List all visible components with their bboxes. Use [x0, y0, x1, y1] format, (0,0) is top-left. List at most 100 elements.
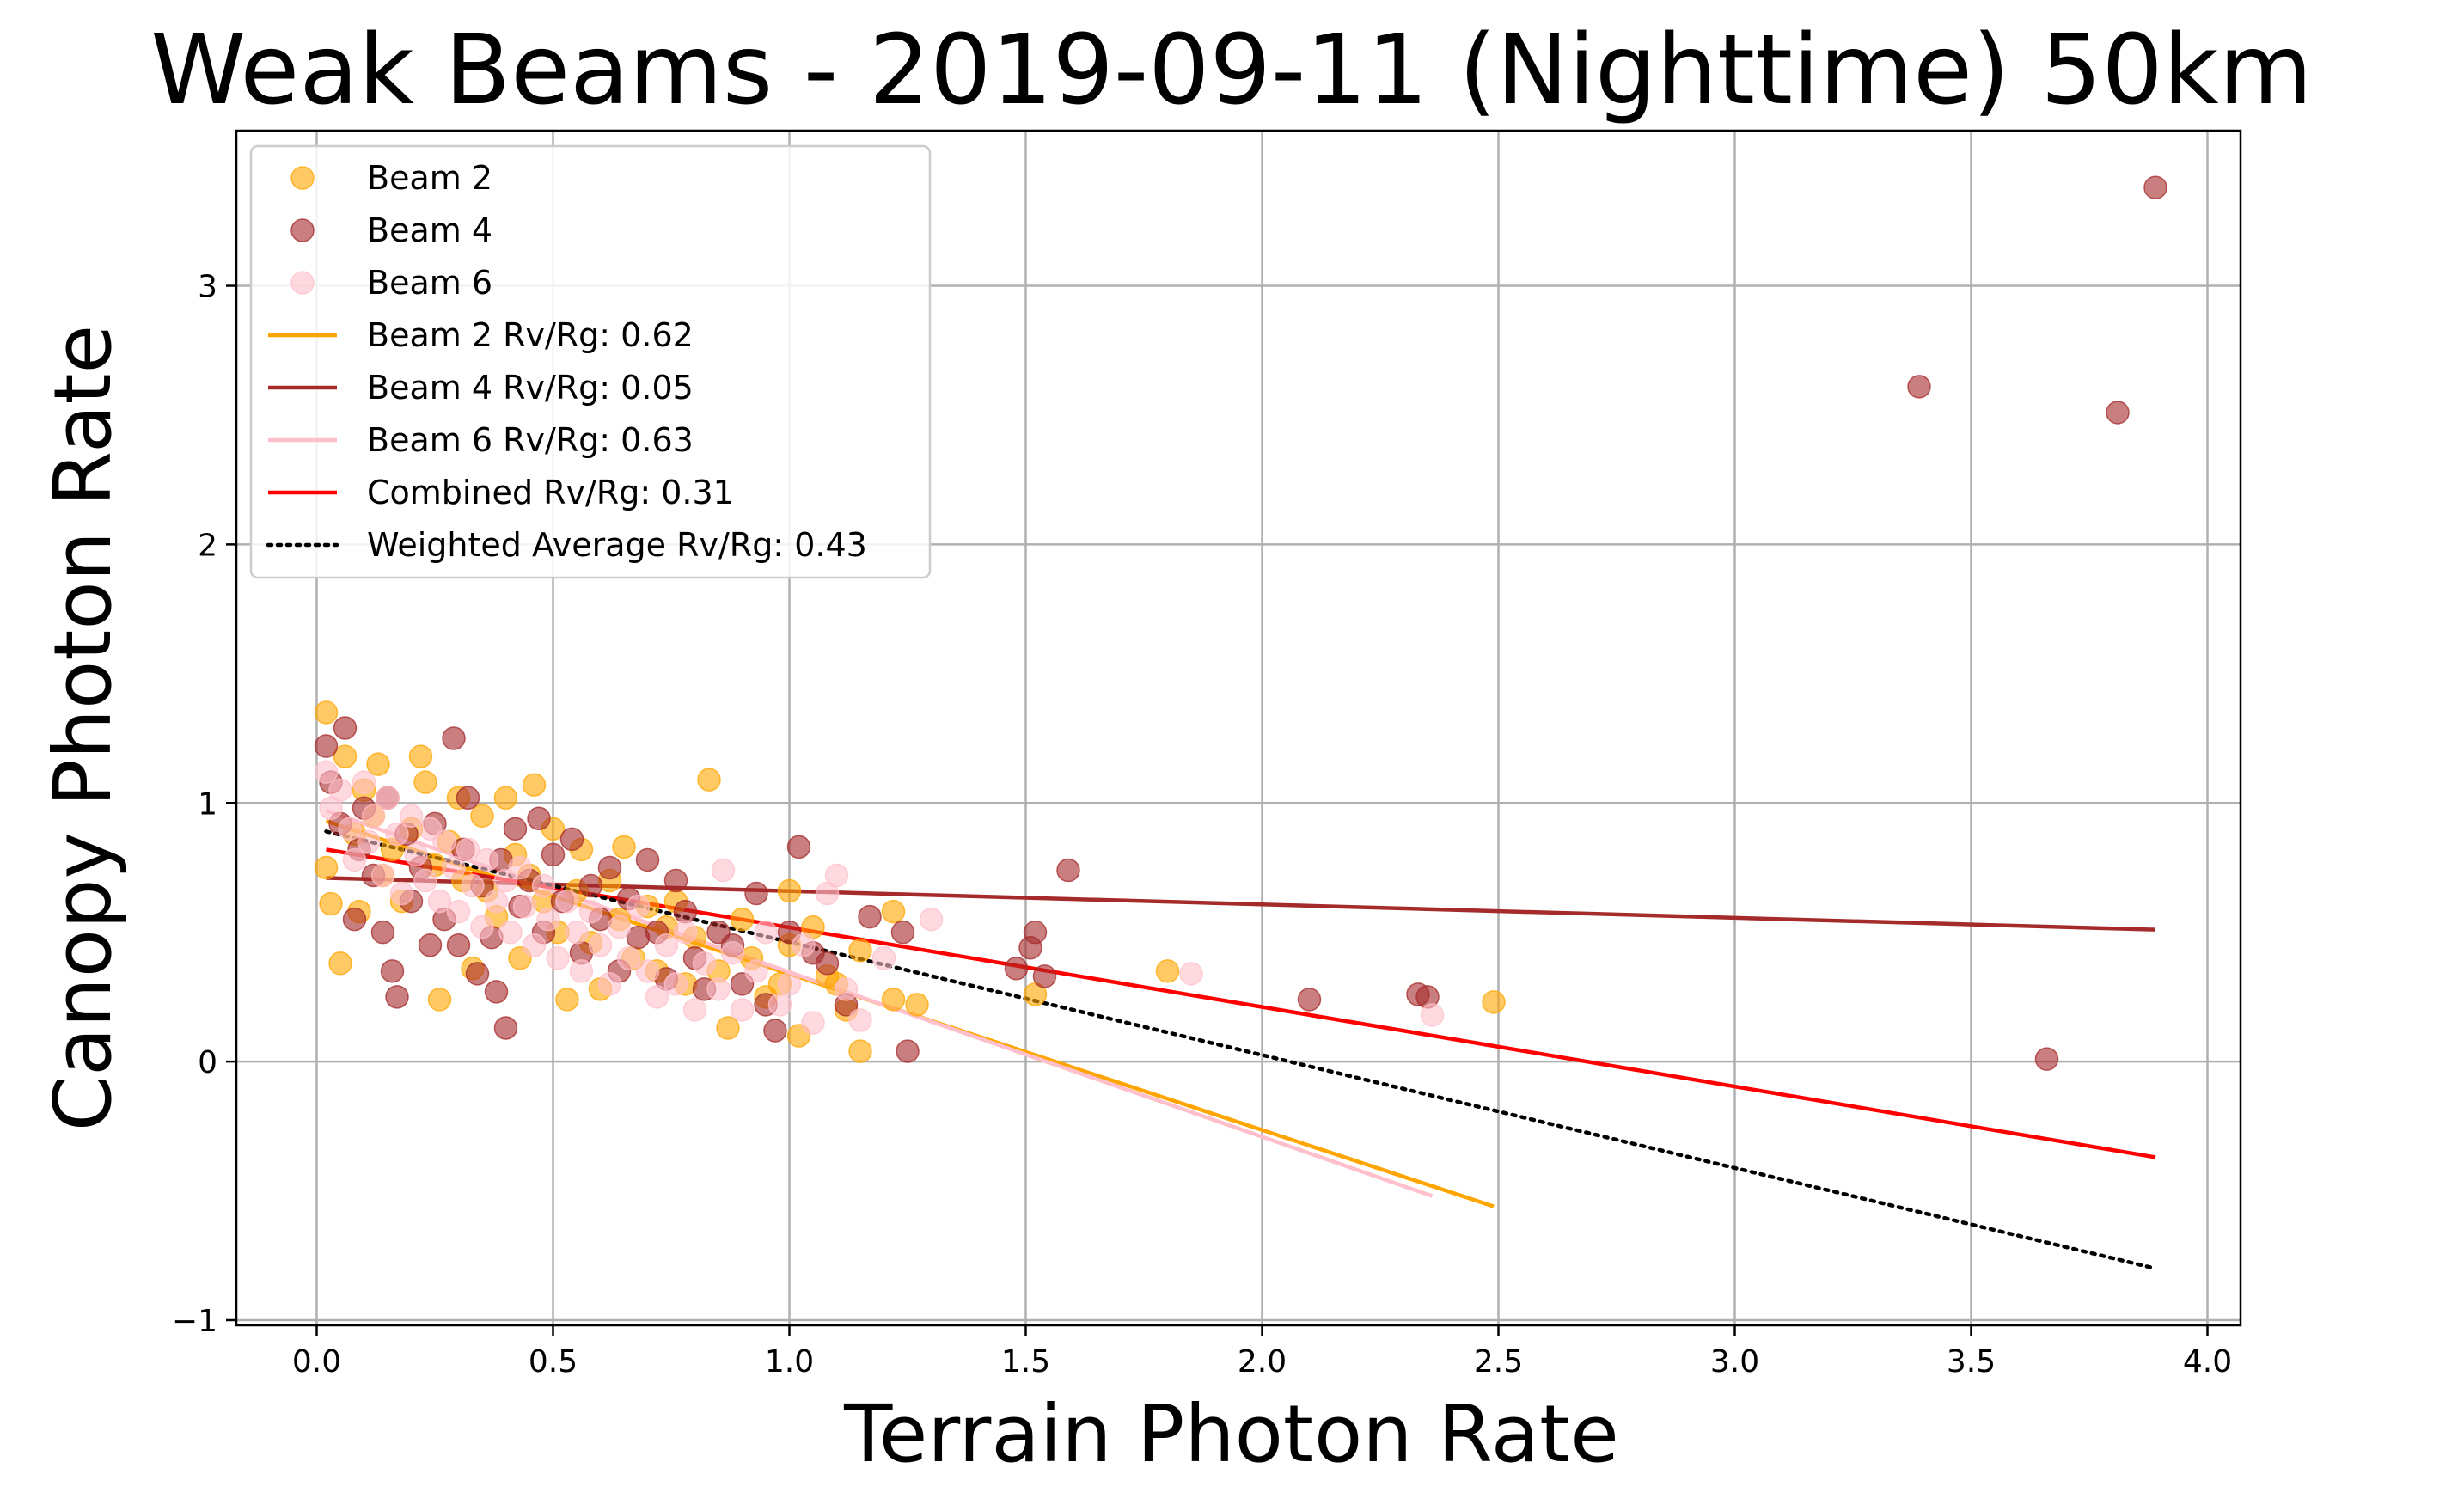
scatter-point	[442, 726, 466, 750]
scatter-point	[1420, 1003, 1445, 1027]
legend-label: Beam 6 Rv/Rg: 0.63	[367, 421, 694, 459]
scatter-point	[446, 933, 471, 957]
scatter-point	[834, 977, 859, 1001]
scatter-point	[1179, 962, 1203, 986]
scatter-point	[777, 972, 802, 996]
legend-label: Beam 4	[367, 211, 492, 249]
scatter-point	[361, 804, 386, 829]
scatter-point	[607, 915, 632, 939]
chart-title: Weak Beams - 2019-09-11 (Nighttime) 50km	[150, 15, 2313, 126]
legend-marker	[290, 271, 315, 295]
x-tick-label: 4.0	[2183, 1344, 2232, 1379]
y-tick-label: −1	[172, 1304, 217, 1339]
scatter-point	[720, 941, 745, 965]
scatter-point	[663, 972, 688, 996]
scatter-point	[890, 920, 915, 945]
scatter-point	[597, 972, 622, 996]
scatter-point	[319, 891, 343, 916]
scatter-point	[314, 760, 339, 784]
legend-label: Weighted Average Rv/Rg: 0.43	[367, 526, 867, 564]
y-tick-label: 1	[198, 786, 217, 822]
scatter-point	[824, 863, 849, 888]
scatter-point	[413, 770, 437, 794]
scatter-point	[597, 855, 622, 880]
scatter-point	[376, 786, 400, 810]
scatter-point	[531, 873, 556, 898]
scatter-point	[493, 786, 518, 810]
scatter-point	[470, 804, 494, 829]
scatter-point	[786, 835, 811, 859]
scatter-point	[1297, 988, 1322, 1012]
scatter-point	[871, 946, 896, 970]
scatter-point	[706, 977, 731, 1001]
scatter-point	[635, 959, 660, 983]
scatter-point	[442, 855, 466, 880]
scatter-point	[456, 837, 480, 862]
legend-label: Beam 4 Rv/Rg: 0.05	[367, 369, 694, 407]
scatter-point	[848, 1039, 872, 1063]
scatter-point	[848, 1008, 872, 1032]
scatter-point	[682, 998, 707, 1022]
scatter-point	[404, 842, 428, 867]
legend-label: Beam 6	[367, 264, 492, 302]
scatter-point	[536, 907, 560, 932]
legend-marker	[290, 166, 315, 190]
scatter-point	[1155, 959, 1180, 983]
scatter-point	[763, 1019, 787, 1043]
scatter-point	[2106, 401, 2130, 425]
scatter-point	[446, 899, 471, 924]
scatter-point	[881, 899, 906, 924]
scatter-point	[2143, 175, 2167, 199]
scatter-point	[565, 920, 589, 945]
scatter-point	[503, 817, 528, 841]
scatter-point	[744, 959, 768, 983]
scatter-point	[370, 920, 395, 945]
scatter-point	[616, 946, 641, 970]
scatter-point	[366, 752, 390, 776]
scatter-point	[1482, 990, 1506, 1014]
scatter-point	[333, 744, 358, 768]
x-tick-label: 0.0	[292, 1344, 341, 1379]
regression-line	[326, 876, 2156, 932]
scatter-point	[328, 951, 352, 976]
scatter-point	[612, 835, 636, 859]
x-tick-label: 1.0	[765, 1344, 814, 1379]
scatter-point	[522, 933, 547, 957]
scatter-point	[522, 773, 547, 797]
legend-label: Combined Rv/Rg: 0.31	[367, 474, 734, 511]
x-tick-label: 2.5	[1474, 1344, 1523, 1379]
scatter-point	[645, 985, 669, 1009]
scatter-point	[385, 822, 409, 847]
y-axis-title: Canopy Photon Rate	[37, 325, 129, 1131]
legend: Beam 2 Beam 4 Beam 6 Beam 2 Rv/Rg: 0.62 Beam…	[249, 144, 932, 579]
scatter-point	[697, 768, 721, 792]
scatter-point	[555, 988, 579, 1012]
scatter-point	[541, 842, 566, 867]
scatter-point	[352, 770, 376, 794]
scatter-point	[744, 881, 768, 906]
scatter-point	[527, 806, 551, 831]
axis-ticks: 0.0 0.5 1.0 1.5 2.0 2.5 3.0 3.5 4.0 −1 0 1 2 3	[172, 270, 2232, 1379]
scatter-point	[754, 920, 778, 945]
scatter-point	[357, 829, 381, 854]
legend-marker	[290, 218, 315, 242]
scatter-point	[408, 744, 433, 768]
scatter-point	[815, 951, 840, 976]
y-tick-label: 0	[198, 1045, 217, 1080]
scatter-point	[626, 894, 651, 919]
scatter-point	[427, 889, 452, 914]
scatter-point	[484, 889, 509, 914]
scatter-point	[1907, 375, 1931, 399]
scatter-point	[546, 946, 570, 970]
scatter-point	[370, 863, 395, 888]
y-tick-label: 2	[198, 528, 217, 563]
scatter-point	[635, 847, 660, 872]
scatter-point	[654, 933, 679, 957]
scatter-point	[508, 855, 532, 880]
scatter-point	[569, 959, 594, 983]
legend-label: Beam 2 Rv/Rg: 0.62	[367, 316, 694, 354]
scatter-point	[578, 899, 603, 924]
scatter-point	[801, 1011, 825, 1035]
x-axis-title: Terrain Photon Rate	[843, 1388, 1619, 1480]
